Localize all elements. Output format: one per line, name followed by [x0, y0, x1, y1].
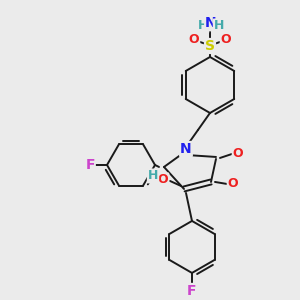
Text: O: O [221, 34, 231, 46]
Text: F: F [187, 284, 197, 298]
Text: O: O [233, 148, 243, 160]
Text: F: F [85, 158, 95, 172]
Text: N: N [205, 16, 217, 30]
Text: O: O [158, 173, 168, 187]
Text: H: H [148, 169, 158, 182]
Text: H: H [198, 20, 208, 32]
Text: H: H [214, 20, 224, 32]
Text: O: O [189, 34, 199, 46]
Text: N: N [180, 142, 192, 156]
Text: O: O [228, 178, 238, 190]
Text: S: S [205, 39, 215, 53]
